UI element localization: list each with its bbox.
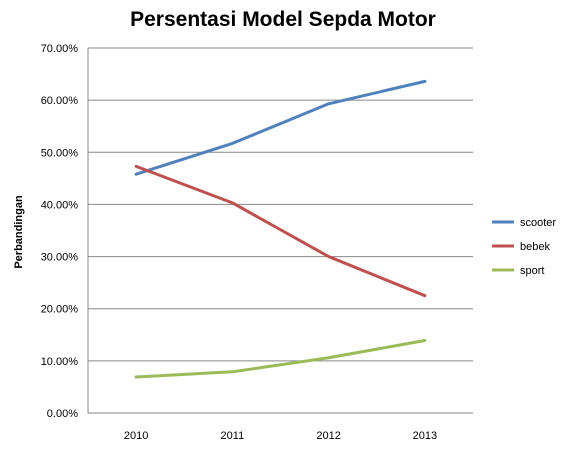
y-tick-label: 40.00% <box>41 199 79 211</box>
series-line-bebek <box>134 164 427 298</box>
data-point-bebek <box>231 201 234 205</box>
legend-label-bebek: bebek <box>520 241 550 253</box>
chart-title: Persentasi Model Sepda Motor <box>130 8 436 31</box>
y-tick-label: 10.00% <box>41 356 79 368</box>
data-point-sport <box>134 375 138 379</box>
legend: scooter bebek sport <box>492 217 556 277</box>
y-tick-label: 70.00% <box>41 43 79 55</box>
data-point-bebek <box>423 294 427 297</box>
data-point-bebek <box>134 165 138 168</box>
legend-label-sport: sport <box>520 265 544 277</box>
y-tick-label: 50.00% <box>41 147 79 159</box>
gridlines <box>88 47 473 362</box>
x-tick-labels: 2010 2011 2012 2013 <box>124 430 437 442</box>
data-point-sport <box>423 339 427 342</box>
series-line-scooter <box>134 79 427 176</box>
axes <box>87 48 473 414</box>
data-point-scooter <box>231 142 234 145</box>
data-point-scooter <box>327 102 330 105</box>
data-point-sport <box>327 356 330 359</box>
y-axis-label: Perbandingan <box>13 195 25 269</box>
legend-label-scooter: scooter <box>520 217 556 229</box>
y-tick-label: 60.00% <box>41 95 79 107</box>
x-tick-label: 2012 <box>316 430 340 442</box>
y-tick-label: 30.00% <box>41 252 79 264</box>
x-tick-label: 2011 <box>221 430 245 442</box>
x-tick-label: 2013 <box>413 430 437 442</box>
series-line-sport <box>134 339 427 379</box>
data-point-sport <box>231 370 234 374</box>
x-tick-label: 2010 <box>124 430 148 442</box>
data-point-scooter <box>423 80 427 83</box>
data-point-scooter <box>134 172 138 176</box>
y-tick-label: 0.00% <box>47 408 78 420</box>
y-tick-label: 20.00% <box>41 304 79 316</box>
data-point-bebek <box>327 255 330 258</box>
y-tick-labels: 0.00% 10.00% 20.00% 30.00% 40.00% 50.00% 60.00… <box>41 43 79 420</box>
series-lines <box>134 79 427 379</box>
